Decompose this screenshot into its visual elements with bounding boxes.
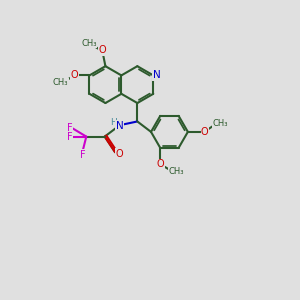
Text: O: O (201, 127, 208, 137)
Text: O: O (156, 159, 164, 169)
Text: O: O (71, 70, 78, 80)
Text: F: F (67, 132, 72, 142)
Text: H: H (110, 118, 117, 127)
Text: CH₃: CH₃ (169, 167, 184, 176)
Text: F: F (80, 150, 86, 160)
Text: CH₃: CH₃ (212, 119, 228, 128)
Text: CH₃: CH₃ (81, 39, 97, 48)
Text: F: F (67, 123, 72, 133)
Text: O: O (99, 45, 106, 56)
Text: N: N (116, 121, 124, 131)
Text: CH₃: CH₃ (53, 78, 68, 87)
Text: N: N (153, 70, 161, 80)
Text: O: O (116, 149, 123, 159)
